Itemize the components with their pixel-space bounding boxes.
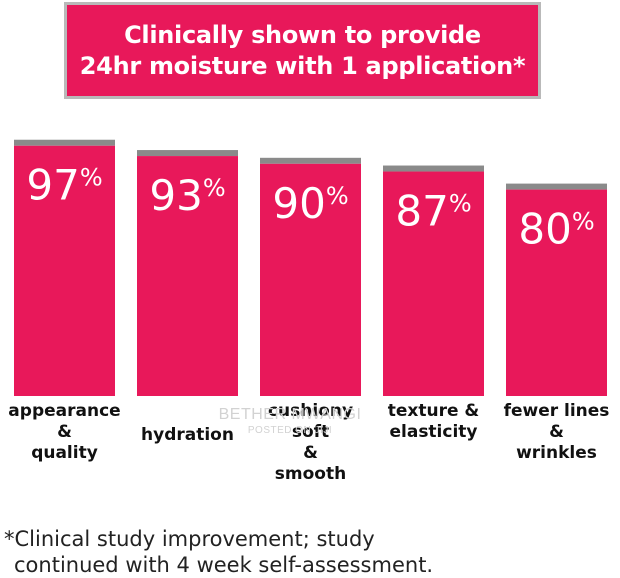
bar-cap [14, 139, 115, 146]
category-label-line: elasticity [389, 422, 478, 442]
category-label: fewer lines & wrinkles [492, 401, 620, 464]
bar-value-label: 90% [272, 179, 348, 228]
bar-chart: 97% 93% 90% 87% 80% [14, 139, 607, 396]
category-label-line: texture & [387, 401, 480, 421]
category-label-line: hydration [141, 425, 234, 445]
category-label: cushiony soft & smooth [246, 401, 375, 485]
bar [506, 189, 607, 396]
bar-cap [506, 183, 607, 190]
title-line-2: 24hr moisture with 1 application* [79, 51, 526, 80]
title-banner: Clinically shown to provide 24hr moistur… [64, 2, 541, 99]
bar-cap [137, 150, 238, 157]
title-line-1: Clinically shown to provide [124, 20, 481, 49]
footnote: *Clinical study improvement; study conti… [4, 526, 614, 578]
bar-value-label: 97% [26, 161, 102, 210]
category-label: appearance & quality [0, 401, 129, 464]
bar-value-label: 80% [518, 205, 594, 254]
category-label-line: smooth [274, 464, 347, 484]
bar [137, 156, 238, 396]
bar-value-label: 87% [395, 187, 471, 236]
category-label: hydration [123, 425, 252, 446]
bar-cap [383, 165, 484, 172]
category-label-line: & [549, 422, 564, 442]
category-label-line: cushiony [267, 401, 354, 421]
footnote-line-2: continued with 4 week self-assessment. [14, 553, 434, 577]
bar [14, 145, 115, 396]
category-label-line: appearance [8, 401, 121, 421]
category-label: texture & elasticity [369, 401, 498, 443]
footnote-line-1: *Clinical study improvement; study [4, 527, 375, 551]
bar-value-label: 93% [149, 171, 225, 220]
category-label-line: soft [291, 422, 330, 442]
category-label-line: quality [31, 443, 98, 463]
category-label-line: fewer lines [503, 401, 610, 421]
category-label-line: & [57, 422, 72, 442]
bar [383, 171, 484, 396]
bar-cap [260, 157, 361, 164]
category-label-line: & [303, 443, 318, 463]
bar [260, 163, 361, 396]
category-label-line: wrinkles [516, 443, 597, 463]
